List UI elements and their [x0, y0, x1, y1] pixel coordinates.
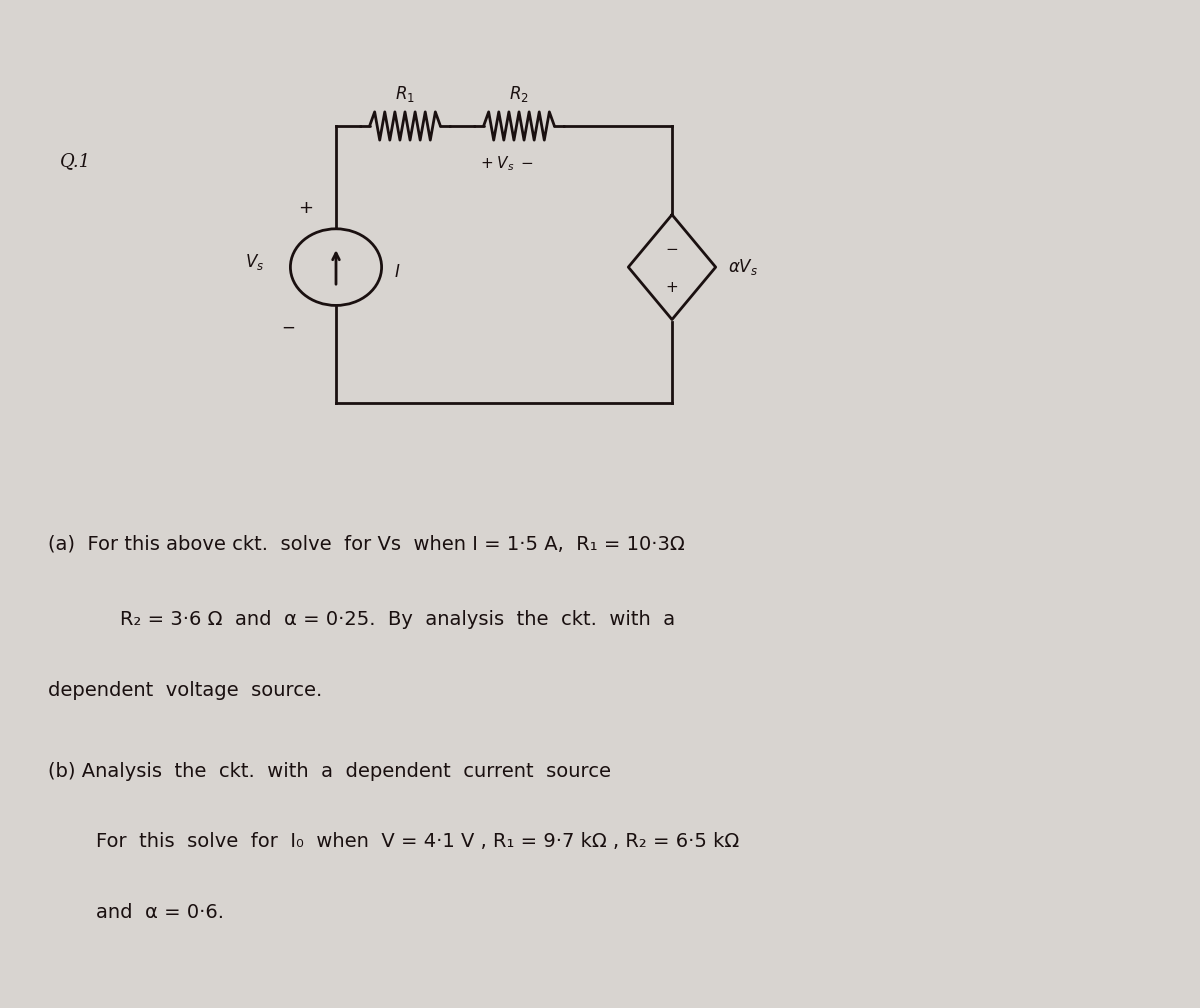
Text: and  α = 0·6.: and α = 0·6. [96, 903, 224, 921]
Text: $\alpha V_s$: $\alpha V_s$ [727, 257, 758, 277]
Text: $R_2$: $R_2$ [509, 84, 529, 104]
Text: dependent  voltage  source.: dependent voltage source. [48, 681, 323, 700]
Text: $V_s$: $V_s$ [245, 252, 264, 272]
Text: $-$: $-$ [666, 240, 678, 255]
Text: (a)  For this above ckt.  solve  for Vs  when I = 1·5 A,  R₁ = 10·3Ω: (a) For this above ckt. solve for Vs whe… [48, 535, 685, 553]
Text: $R_1$: $R_1$ [395, 84, 415, 104]
Text: $I$: $I$ [394, 264, 400, 280]
Text: R₂ = 3·6 Ω  and  α = 0·25.  By  analysis  the  ckt.  with  a: R₂ = 3·6 Ω and α = 0·25. By analysis the… [120, 611, 676, 629]
Text: $+\;V_s\;-$: $+\;V_s\;-$ [480, 154, 534, 173]
Text: Q.1: Q.1 [60, 152, 91, 170]
Text: $+$: $+$ [666, 279, 678, 294]
Text: (b) Analysis  the  ckt.  with  a  dependent  current  source: (b) Analysis the ckt. with a dependent c… [48, 762, 611, 780]
Text: For  this  solve  for  I₀  when  V = 4·1 V , R₁ = 9·7 kΩ , R₂ = 6·5 kΩ: For this solve for I₀ when V = 4·1 V , R… [96, 833, 739, 851]
Text: $-$: $-$ [281, 318, 295, 336]
Text: +: + [299, 199, 313, 217]
